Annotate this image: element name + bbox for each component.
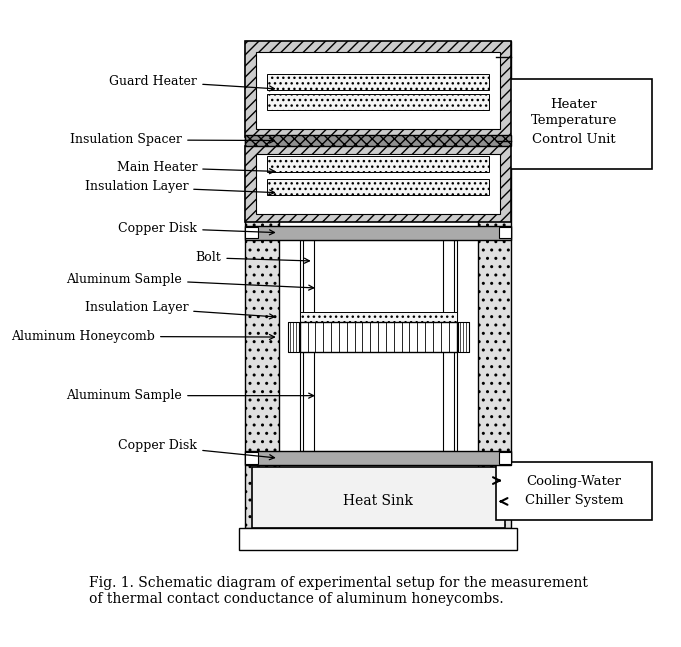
Bar <box>245 451 511 465</box>
Text: Heater: Heater <box>551 98 597 111</box>
Bar <box>245 227 257 239</box>
Bar <box>245 146 511 222</box>
Bar <box>303 240 314 451</box>
Bar <box>267 179 489 195</box>
Text: Aluminum Honeycomb: Aluminum Honeycomb <box>11 330 274 343</box>
Bar <box>256 154 500 214</box>
Bar <box>245 41 511 137</box>
Bar <box>458 322 469 352</box>
Bar <box>300 322 456 352</box>
Text: Cooling-Water: Cooling-Water <box>526 475 622 488</box>
Text: Copper Disk: Copper Disk <box>118 439 274 460</box>
Text: Bolt: Bolt <box>195 251 309 264</box>
Text: Fig. 1. Schematic diagram of experimental setup for the measurement
of thermal c: Fig. 1. Schematic diagram of experimenta… <box>89 576 588 606</box>
Bar <box>267 94 489 110</box>
Text: Guard Heater: Guard Heater <box>110 75 274 91</box>
Text: Temperature: Temperature <box>531 114 617 127</box>
Text: Insulation Layer: Insulation Layer <box>84 181 274 195</box>
Text: Main Heater: Main Heater <box>116 161 274 174</box>
Bar <box>245 135 511 146</box>
Text: Control Unit: Control Unit <box>533 133 616 146</box>
Bar <box>240 529 517 550</box>
Text: Insulation Layer: Insulation Layer <box>84 301 274 319</box>
Bar <box>245 452 257 464</box>
Bar <box>300 240 456 451</box>
Bar <box>245 226 511 240</box>
Bar <box>477 41 511 529</box>
Bar <box>496 79 652 169</box>
Text: Insulation Spacer: Insulation Spacer <box>70 133 274 146</box>
Bar <box>245 41 279 529</box>
Text: Copper Disk: Copper Disk <box>118 222 274 235</box>
Bar <box>267 156 489 172</box>
Bar <box>300 312 456 322</box>
Bar <box>443 240 454 451</box>
Bar <box>287 322 298 352</box>
Bar <box>251 467 505 529</box>
Text: Heat Sink: Heat Sink <box>343 494 413 508</box>
Text: Aluminum Sample: Aluminum Sample <box>67 389 314 402</box>
Bar <box>496 462 652 520</box>
Bar <box>256 52 500 129</box>
Bar <box>267 74 489 91</box>
Text: Chiller System: Chiller System <box>525 494 623 507</box>
Bar <box>498 452 511 464</box>
Text: Aluminum Sample: Aluminum Sample <box>67 272 314 290</box>
Bar <box>498 227 511 239</box>
